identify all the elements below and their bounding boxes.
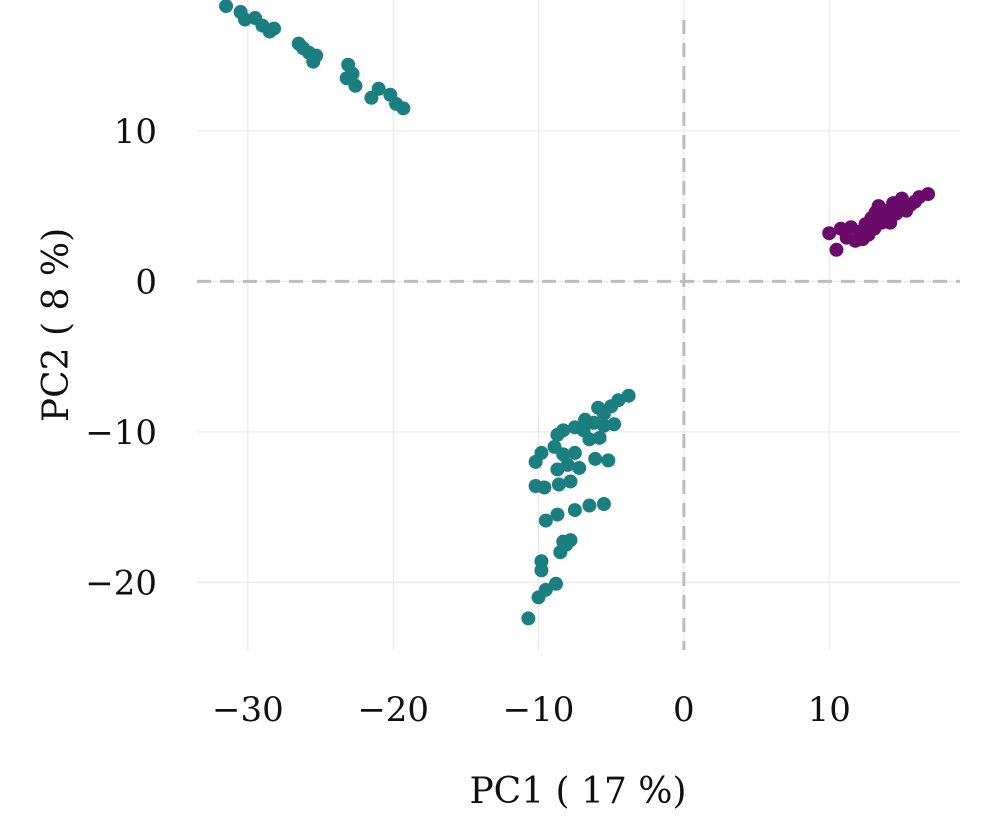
data-point-cluster-right <box>921 187 936 202</box>
data-point-cluster-bottom <box>588 451 603 466</box>
data-point-cluster-bottom <box>556 447 571 462</box>
data-point-cluster-bottom <box>534 445 549 460</box>
data-point-cluster-bottom <box>556 423 571 438</box>
data-point-cluster-bottom <box>592 430 607 445</box>
gridlines <box>197 0 960 650</box>
data-point-cluster-bottom <box>556 534 571 549</box>
y-tick-label: 10 <box>114 112 157 152</box>
data-point-cluster-top-left <box>267 21 282 36</box>
data-point-cluster-right <box>829 242 844 257</box>
data-points <box>219 0 936 626</box>
x-tick-label: 10 <box>808 690 851 730</box>
data-point-cluster-bottom <box>578 412 593 427</box>
data-point-cluster-right <box>822 226 837 241</box>
data-point-cluster-bottom <box>548 576 563 591</box>
reference-lines <box>197 20 960 650</box>
data-point-cluster-bottom <box>551 477 566 492</box>
x-tick-label: −10 <box>503 690 575 730</box>
data-point-cluster-bottom <box>601 453 616 468</box>
data-point-cluster-bottom <box>550 507 565 522</box>
data-point-cluster-bottom <box>621 388 636 403</box>
x-tick-labels: −30 −20 −10 0 10 <box>212 690 851 730</box>
data-point-cluster-top-left <box>371 81 386 96</box>
data-point-cluster-bottom <box>607 417 622 432</box>
data-point-cluster-bottom <box>538 513 553 528</box>
data-point-cluster-bottom <box>560 457 575 472</box>
data-point-cluster-bottom <box>567 445 582 460</box>
data-point-cluster-bottom <box>572 460 587 475</box>
data-point-cluster-bottom <box>537 480 552 495</box>
x-axis-title: PC1 ( 17 %) <box>469 771 686 812</box>
data-point-cluster-bottom <box>596 497 611 512</box>
data-point-cluster-top-left <box>348 78 363 93</box>
data-point-cluster-bottom <box>567 503 582 518</box>
x-tick-label: −20 <box>357 690 429 730</box>
data-point-cluster-top-left <box>345 66 360 81</box>
x-tick-label: −30 <box>212 690 284 730</box>
data-point-cluster-bottom <box>538 582 553 597</box>
y-tick-label: −10 <box>85 413 157 453</box>
data-point-cluster-bottom <box>563 474 578 489</box>
y-tick-label: −20 <box>85 563 157 603</box>
data-point-cluster-top-left <box>396 101 411 116</box>
y-tick-label: 0 <box>135 262 157 302</box>
x-tick-label: 0 <box>673 690 695 730</box>
data-point-cluster-top-left <box>309 48 324 63</box>
data-point-cluster-bottom <box>521 611 536 626</box>
y-axis-title: PC2 ( 8 %) <box>36 228 77 422</box>
data-point-cluster-bottom <box>582 498 597 513</box>
data-point-cluster-bottom <box>576 423 591 438</box>
data-point-cluster-bottom <box>534 554 549 569</box>
data-point-cluster-top-left <box>219 0 234 14</box>
y-tick-labels: −20 −10 0 10 <box>85 112 157 603</box>
